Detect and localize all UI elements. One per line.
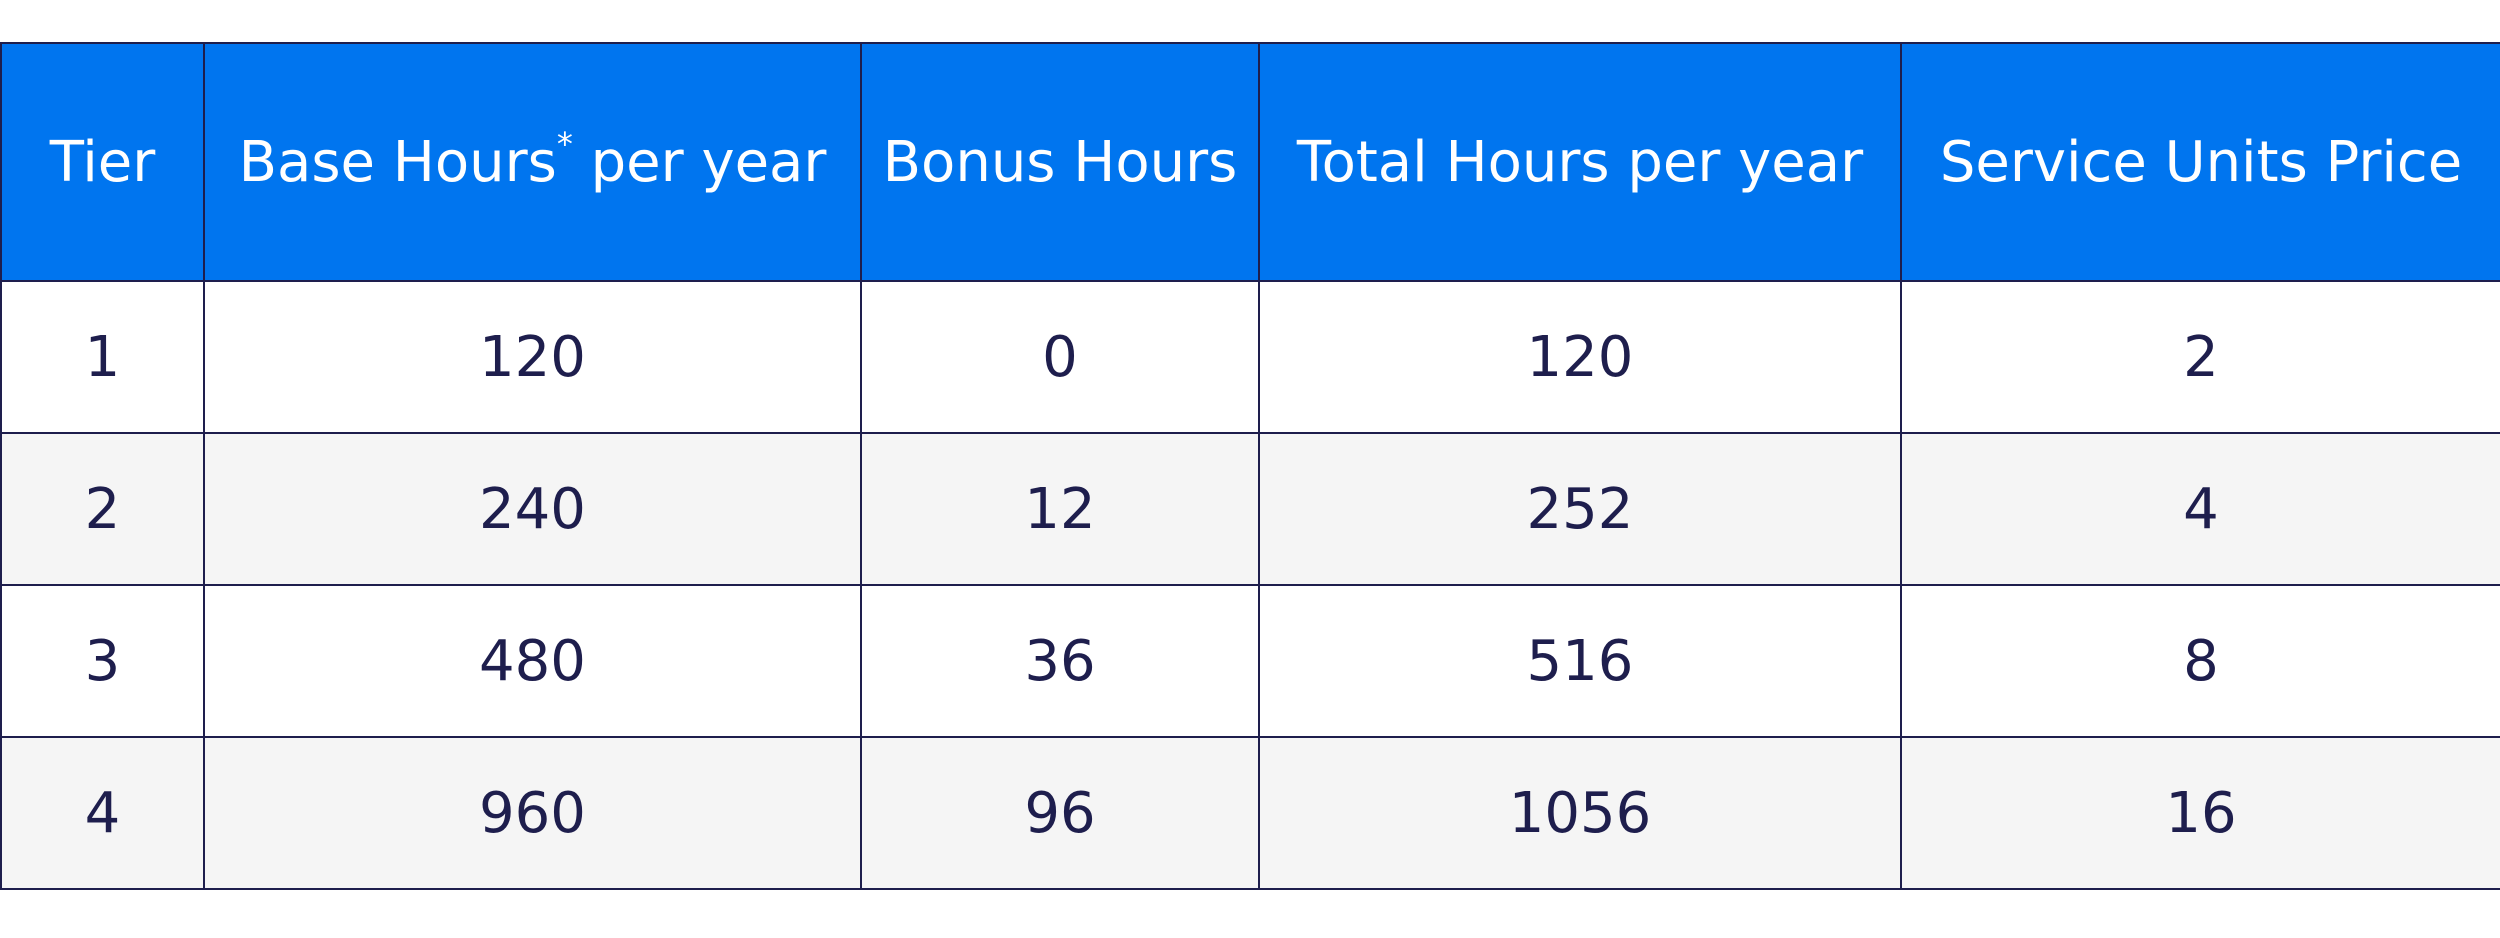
header-base-hours-footnote-marker: * (556, 124, 573, 163)
header-total-hours-label: Total Hours per year (1296, 129, 1864, 195)
header-bonus-hours-label: Bonus Hours (882, 129, 1238, 195)
tier-pricing-table: Tier Base Hours* per year Bonus Hours To… (0, 42, 2500, 890)
table-header-row: Tier Base Hours* per year Bonus Hours To… (0, 42, 2500, 282)
cell-base-hours: 120 (203, 280, 862, 434)
cell-total-hours: 1056 (1258, 736, 1902, 890)
cell-base-hours: 960 (203, 736, 862, 890)
cell-bonus-hours: 36 (860, 584, 1260, 738)
header-service-units-price: Service Units Price (1900, 42, 2500, 282)
cell-total-hours: 252 (1258, 432, 1902, 586)
cell-service-units-price: 2 (1900, 280, 2500, 434)
cell-service-units-price: 8 (1900, 584, 2500, 738)
header-total-hours: Total Hours per year (1258, 42, 1902, 282)
header-bonus-hours: Bonus Hours (860, 42, 1260, 282)
cell-tier: 3 (0, 584, 205, 738)
table-row: 2 240 12 252 4 (0, 432, 2500, 586)
header-tier: Tier (0, 42, 205, 282)
table-row: 1 120 0 120 2 (0, 280, 2500, 434)
header-tier-label: Tier (49, 129, 156, 195)
cell-bonus-hours: 96 (860, 736, 1260, 890)
cell-base-hours: 480 (203, 584, 862, 738)
cell-total-hours: 516 (1258, 584, 1902, 738)
cell-tier: 2 (0, 432, 205, 586)
cell-bonus-hours: 0 (860, 280, 1260, 434)
cell-base-hours: 240 (203, 432, 862, 586)
table-row: 4 960 96 1056 16 (0, 736, 2500, 890)
header-base-hours-suffix: per year (572, 129, 827, 195)
cell-service-units-price: 16 (1900, 736, 2500, 890)
header-service-units-price-label: Service Units Price (1939, 129, 2463, 195)
header-base-hours-label: Base Hours (238, 129, 557, 195)
cell-tier: 1 (0, 280, 205, 434)
cell-service-units-price: 4 (1900, 432, 2500, 586)
pricing-table-container: Tier Base Hours* per year Bonus Hours To… (0, 42, 2500, 890)
cell-total-hours: 120 (1258, 280, 1902, 434)
table-row: 3 480 36 516 8 (0, 584, 2500, 738)
cell-bonus-hours: 12 (860, 432, 1260, 586)
cell-tier: 4 (0, 736, 205, 890)
header-base-hours: Base Hours* per year (203, 42, 862, 282)
